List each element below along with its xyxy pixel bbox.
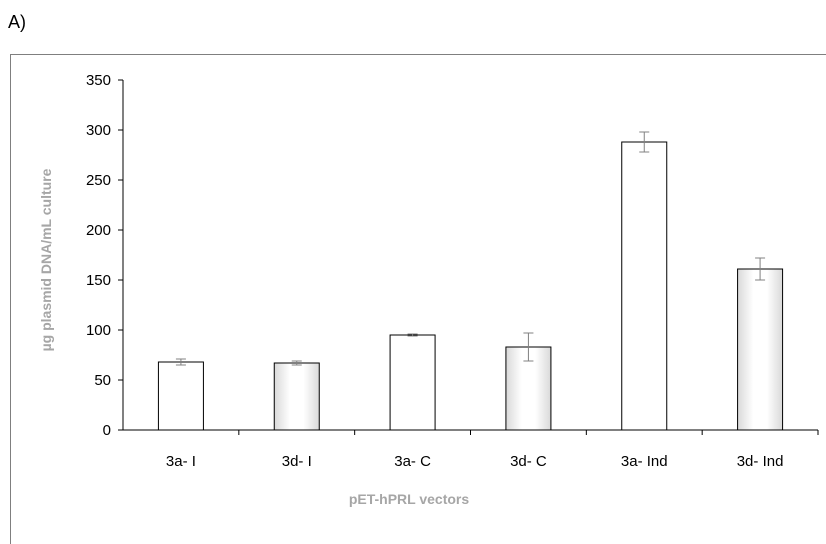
- y-tick-label: 200: [86, 222, 111, 239]
- y-tick-label: 300: [86, 122, 111, 139]
- bar-1: [273, 362, 320, 431]
- bar-5: [737, 268, 784, 431]
- panel-label: A): [8, 12, 26, 32]
- error-bar-5: [755, 257, 766, 281]
- y-axis-ticks: 0 50 100 150 200 250 300 350: [86, 72, 123, 439]
- x-tick-label: 3a- I: [166, 453, 196, 470]
- x-tick-label: 3a- Ind: [621, 453, 668, 470]
- x-axis-ticks: 3a- I 3d- I 3a- C 3d- C 3a- Ind 3d- Ind: [166, 430, 819, 470]
- bar-4: [621, 141, 668, 431]
- x-axis-title: pET-hPRL vectors: [349, 491, 470, 507]
- error-bar-4: [639, 131, 650, 153]
- error-bars-group: [175, 131, 766, 366]
- bar-0: [157, 361, 204, 431]
- x-tick-label: 3d- I: [282, 453, 312, 470]
- y-tick-label: 350: [86, 72, 111, 89]
- y-tick-label: 100: [86, 322, 111, 339]
- y-tick-label: 0: [103, 422, 111, 439]
- error-bar-0: [175, 358, 186, 366]
- bar-2: [389, 334, 436, 431]
- bar-chart: 0 50 100 150 200 250 300 350 3a- I 3d- I 3a- C 3d-…: [38, 72, 819, 507]
- x-tick-label: 3d- C: [510, 453, 547, 470]
- y-tick-label: 150: [86, 272, 111, 289]
- bars-group: [157, 141, 784, 431]
- x-tick-label: 3d- Ind: [737, 453, 784, 470]
- error-bar-1: [291, 360, 302, 366]
- error-bar-3: [523, 332, 534, 362]
- chart-frame: [10, 54, 826, 544]
- x-tick-label: 3a- C: [394, 453, 431, 470]
- y-axis-title: µg plasmid DNA/mL culture: [38, 168, 54, 351]
- y-tick-label: 250: [86, 172, 111, 189]
- y-tick-label: 50: [94, 372, 111, 389]
- error-bar-2: [407, 333, 418, 337]
